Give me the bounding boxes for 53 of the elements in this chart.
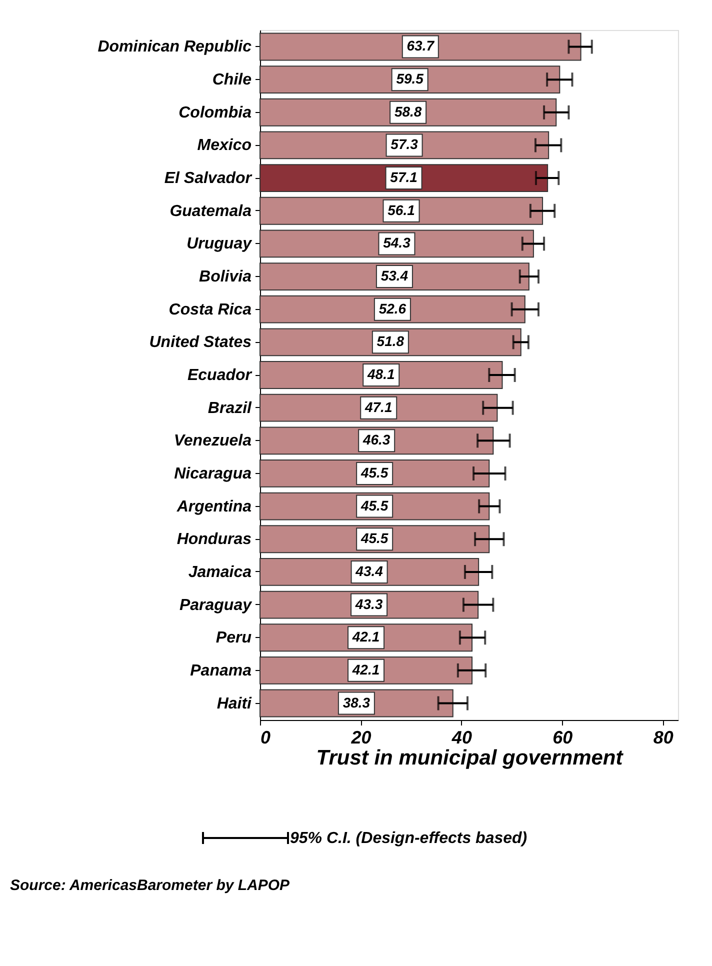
y-tick-label: Mexico [197, 137, 252, 154]
x-tick-label: 60 [552, 728, 573, 748]
bar [260, 32, 582, 61]
y-tick-label: Nicaragua [174, 465, 252, 482]
y-tick-label: Venezuela [174, 432, 252, 450]
data-label: 57.1 [390, 169, 418, 186]
y-tick-label: Bolivia [199, 268, 252, 286]
data-label: 45.5 [360, 497, 388, 514]
data-label: 52.6 [378, 300, 406, 316]
y-tick-label: Argentina [176, 498, 252, 516]
data-label: 56.1 [388, 202, 416, 218]
data-label: 59.5 [396, 70, 424, 87]
y-tick-label: Jamaica [188, 564, 252, 581]
y-tick-label: El Salvador [164, 170, 252, 188]
data-label: 45.5 [360, 464, 388, 480]
text: 95% C.I. (Design-effects based) [290, 830, 528, 847]
data-label: 54.3 [383, 234, 411, 251]
y-tick-label: Honduras [176, 531, 252, 548]
data-label: 42.1 [351, 628, 380, 645]
data-label: 46.3 [362, 432, 390, 448]
data-label: 53.4 [380, 268, 408, 284]
bar [260, 66, 560, 94]
x-tick-label: 0 [260, 728, 271, 748]
data-label: 43.4 [354, 562, 384, 579]
x-tick-label: 80 [653, 728, 674, 748]
y-tick-label: Uruguay [186, 236, 253, 253]
data-label: 58.8 [394, 103, 422, 120]
data-label: 51.8 [376, 333, 404, 350]
y-tick-label: Dominican Republic [98, 38, 252, 56]
x-axis-title: Trust in municipal government [316, 746, 624, 770]
data-label: 45.5 [360, 530, 388, 546]
y-tick-label: Guatemala [170, 202, 252, 220]
data-label: 42.1 [351, 661, 380, 678]
x-tick-label: 20 [350, 728, 372, 748]
y-tick-label: Brazil [208, 400, 252, 417]
y-tick-label: Haiti [216, 695, 252, 712]
y-tick-label: Paraguay [179, 596, 253, 614]
data-label: 38.3 [342, 694, 370, 710]
data-label: 63.7 [406, 38, 436, 54]
data-label: 48.1 [366, 366, 395, 382]
y-tick-label: Chile [212, 72, 252, 89]
y-tick-label: Ecuador [187, 367, 252, 384]
source-note: Source: AmericasBarometer by LAPOP [10, 877, 291, 894]
data-label: 47.1 [364, 398, 392, 415]
y-tick-label: United States [149, 334, 252, 352]
x-tick-label: 40 [450, 728, 472, 748]
y-tick-label: Peru [216, 630, 252, 647]
y-tick-label: Costa Rica [168, 301, 252, 318]
bar [260, 98, 557, 126]
y-tick-label: Panama [190, 662, 252, 680]
y-tick-label: Colombia [178, 104, 252, 122]
data-label: 57.3 [390, 136, 418, 152]
data-label: 43.3 [354, 596, 383, 612]
